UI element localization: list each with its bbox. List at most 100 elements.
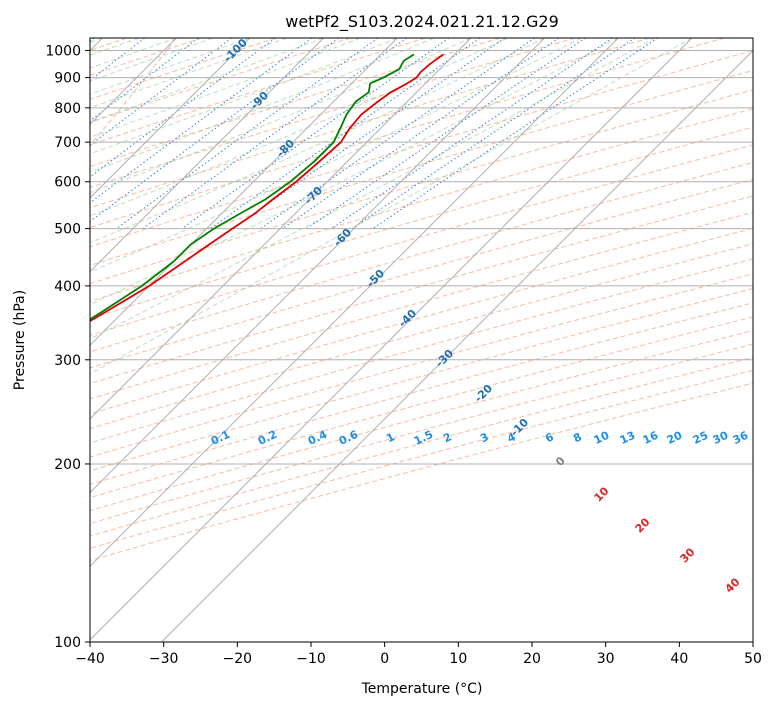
moist-adiabat-line	[90, 38, 582, 273]
moist-adiabat-line	[90, 38, 251, 95]
dry-adiabat-line	[90, 302, 753, 485]
dry-adiabat-line	[90, 38, 351, 123]
dry-adiabat-line	[90, 89, 753, 285]
dry-adiabat-line	[90, 287, 753, 472]
y-axis-ticks: 1000 900 800 700 600 500 400 300 200 100	[45, 44, 90, 651]
dry-adiabat-label: 0	[553, 454, 568, 469]
chart-title: wetPf2_S103.2024.021.21.12.G29	[285, 12, 559, 32]
x-tick-label: 0	[380, 651, 389, 667]
y-tick-label: 900	[54, 71, 81, 87]
x-tick-label: 50	[744, 651, 762, 667]
mixing-ratio-line	[90, 38, 232, 146]
dry-adiabat-label: -50	[364, 267, 387, 290]
dry-adiabat-line	[90, 144, 753, 336]
dry-adiabat-line	[90, 330, 753, 512]
dry-adiabat-line	[90, 227, 753, 415]
y-tick-label: 500	[54, 222, 81, 238]
mixing-ratio-label: 25	[691, 429, 710, 447]
mixing-ratio-label: 10	[592, 429, 612, 447]
mixing-ratio-label: 0.6	[337, 428, 360, 448]
mixing-ratio-line	[260, 38, 535, 230]
mixing-ratio-label: 0.1	[209, 428, 232, 448]
moist-adiabat-line	[90, 38, 435, 173]
dry-adiabat-line	[90, 369, 753, 549]
dry-adiabat-label: -60	[331, 226, 354, 249]
dry-adiabat-label: 30	[678, 545, 698, 565]
x-axis-ticks: −40 −30 −20 −10 0 10 20 30 40 50	[75, 642, 762, 667]
isotherm-line	[90, 38, 619, 567]
y-tick-label: 600	[54, 175, 81, 191]
mixing-ratio-line	[351, 38, 636, 230]
moist-adiabat-line	[90, 38, 398, 155]
dry-adiabat-line	[90, 38, 575, 189]
mixing-ratio-label: 8	[571, 430, 583, 445]
dry-adiabat-line	[90, 69, 753, 266]
dry-adiabat-line	[90, 243, 753, 430]
moist-adiabat-line	[90, 38, 545, 244]
moist-adiabat-line	[90, 38, 619, 306]
x-tick-label: 30	[597, 651, 615, 667]
dry-adiabat-line	[90, 258, 753, 444]
mixing-ratio-line	[90, 38, 145, 81]
mixing-ratio-label: 13	[618, 429, 637, 447]
profile-series	[90, 53, 444, 323]
isotherm-line	[90, 38, 472, 420]
reference-curve	[0, 38, 66, 642]
dry-adiabat-line	[90, 343, 753, 525]
dry-adiabat-label: -40	[396, 307, 419, 330]
profile-line	[90, 53, 444, 323]
x-tick-label: 20	[523, 651, 541, 667]
dry-adiabat-line	[90, 38, 426, 146]
dry-adiabat-label: 40	[723, 575, 743, 595]
moist-adiabat-line	[90, 38, 693, 375]
mixing-ratio-line	[306, 38, 586, 230]
isotherm-line	[90, 38, 693, 641]
moist-adiabat-line	[90, 38, 508, 217]
dry-adiabat-line	[90, 382, 753, 562]
profile-line	[90, 53, 415, 321]
mixing-ratio-line	[181, 38, 450, 230]
mixing-ratio-label: 16	[641, 429, 661, 447]
dry-adiabat-line	[90, 38, 202, 76]
x-tick-label: −20	[223, 651, 253, 667]
dry-adiabat-line	[90, 38, 501, 168]
isotherm-line	[90, 38, 251, 199]
dry-adiabat-label: 20	[633, 515, 653, 535]
isotherm-line	[90, 38, 324, 273]
dry-adiabat-label: -20	[472, 382, 495, 405]
y-tick-label: 100	[54, 635, 81, 651]
dry-adiabat-line	[90, 178, 753, 369]
x-tick-label: −30	[149, 651, 179, 667]
y-axis-label: Pressure (hPa)	[12, 290, 28, 390]
mixing-ratio-line	[90, 38, 95, 43]
reference-line-labels: 0.1 0.2 0.4 0.6 1 1.5 2 3 4 6 8 10 13 16 20 25 30 36-100-…	[209, 38, 751, 596]
mixing-ratio-label: 2	[441, 430, 453, 445]
plot-frame	[89, 37, 754, 643]
mixing-ratio-line	[116, 38, 379, 230]
x-tick-label: −10	[296, 651, 326, 667]
x-axis-label: Temperature (°C)	[361, 681, 483, 697]
mixing-ratio-label: 36	[731, 429, 751, 447]
isotherm-line	[90, 38, 398, 346]
dry-adiabat-line	[90, 356, 753, 537]
x-tick-label: 10	[449, 651, 467, 667]
moist-adiabat-line	[90, 38, 287, 109]
y-tick-label: 700	[54, 135, 81, 151]
mixing-ratio-label: 1.5	[412, 428, 435, 448]
mixing-ratio-line	[90, 38, 339, 222]
dry-adiabat-label: 10	[592, 484, 612, 504]
x-tick-label: 40	[670, 651, 688, 667]
y-tick-label: 400	[54, 279, 81, 295]
mixing-ratio-line	[331, 38, 613, 230]
dry-adiabat-label: -90	[248, 89, 271, 112]
x-tick-label: −40	[75, 651, 105, 667]
isotherm-line	[161, 49, 753, 642]
dry-adiabat-line	[90, 108, 753, 302]
y-tick-label: 300	[54, 353, 81, 369]
dry-adiabat-line	[90, 211, 753, 400]
y-tick-label: 200	[54, 457, 81, 473]
dry-adiabat-line	[90, 161, 753, 353]
mixing-ratio-line	[210, 38, 481, 230]
mixing-ratio-label: 30	[711, 429, 731, 447]
